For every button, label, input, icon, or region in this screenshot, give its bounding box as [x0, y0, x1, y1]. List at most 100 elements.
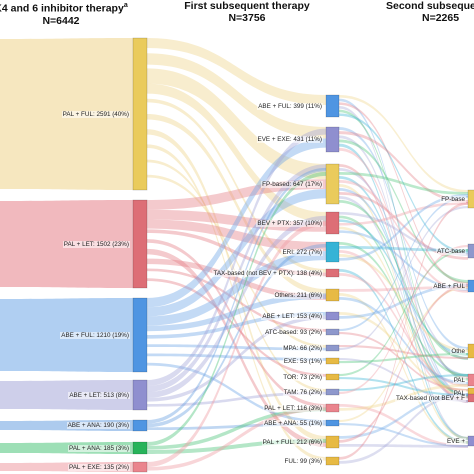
flow-first-line [147, 406, 326, 471]
node-first [325, 328, 340, 336]
node-second-label: TAX-based (not BEV + F [394, 394, 466, 402]
node-first-label: TAX-based (not BEV + PTX): 138 (4%) [212, 269, 323, 277]
flow-second-line [339, 353, 468, 364]
flow-second-line [339, 358, 468, 403]
flow-links [0, 38, 468, 472]
node-initial [132, 297, 148, 373]
flow-first-line [147, 167, 326, 424]
node-second-label: PAL [452, 389, 466, 397]
flow-second-line [339, 345, 468, 360]
column-header-first-title: First subsequent therapy [184, 0, 310, 12]
flow-second-line [339, 249, 468, 377]
column-header-initial: K4 and 6 inhibitor therapya N=6442 [0, 0, 136, 27]
flow-second-line [339, 374, 468, 392]
flow-first-line [147, 239, 326, 408]
node-first-label: EVE + EXE: 431 (11%) [256, 136, 323, 143]
node-first-label: MPA: 66 (2%) [282, 344, 323, 352]
node-first [325, 456, 340, 466]
flow-second-line [339, 393, 468, 439]
flow-first-line [147, 114, 326, 295]
flow-second-line [339, 98, 468, 398]
node-initial-label: ABE + LET: 513 (8%) [68, 391, 130, 399]
node-initial [132, 419, 148, 432]
node-first [325, 403, 340, 413]
node-first-label: PAL + FUL: 212 (6%) [261, 438, 323, 446]
node-second [467, 189, 474, 209]
flow-first-line [147, 188, 326, 317]
flow-second-line [339, 113, 468, 254]
node-initial [132, 379, 148, 411]
flow-first-line [147, 128, 326, 386]
flow-first-line [147, 362, 326, 423]
flow-second-line [339, 242, 468, 377]
flow-second-line [339, 273, 468, 387]
node-first [325, 419, 340, 427]
node-second-label: ATC-base [436, 247, 466, 255]
flow-second-line [339, 139, 468, 283]
flow-first-line [147, 129, 326, 442]
node-bars [132, 37, 474, 473]
node-initial-label: PAL + FUL: 2591 (40%) [61, 110, 130, 118]
flow-second-line [339, 180, 468, 293]
node-first [325, 435, 340, 449]
flow-first-line [147, 138, 326, 308]
node-first [325, 241, 340, 263]
node-first-label: TOR: 73 (2%) [282, 373, 323, 381]
flow-first-line [147, 315, 326, 402]
flow-second-line [339, 176, 468, 398]
flow-first-line [147, 220, 326, 467]
flow-second-line [339, 293, 468, 444]
node-first [325, 163, 340, 205]
flow-second-line [339, 284, 468, 319]
node-first [325, 357, 340, 365]
node-first-label: FP-based: 647 (17%) [261, 180, 323, 188]
flow-second-line [339, 250, 468, 399]
node-second-label: PAL [452, 376, 466, 384]
flow-second-line [339, 254, 468, 352]
node-second [467, 393, 474, 403]
flow-second-line [339, 135, 468, 398]
flow-second-line [339, 109, 468, 381]
flow-second-line [339, 106, 468, 440]
flow-second-line [339, 393, 468, 464]
flow-second-line [339, 196, 468, 403]
flow-first-line [147, 312, 326, 339]
flow-second-line [339, 164, 468, 403]
node-initial-label: PAL + LET: 1502 (23%) [62, 240, 130, 248]
flow-second-line [339, 95, 468, 193]
flow-first-line [147, 258, 326, 300]
flow-second-line [339, 127, 468, 350]
flow-first-line [147, 83, 326, 222]
flow-first-line [147, 171, 326, 446]
flow-second-line [339, 332, 468, 392]
node-initial [132, 199, 148, 289]
node-initial [132, 441, 148, 455]
node-first-label: ABE + LET: 153 (4%) [261, 312, 323, 320]
column-header-second: Second subseque N=2265 [386, 0, 474, 24]
flow-first-line [147, 268, 326, 332]
flow-second-line [339, 297, 468, 385]
flow-first-line [147, 219, 326, 252]
flow-first-line [147, 353, 326, 361]
flow-second-line [339, 172, 468, 195]
flow-second-line [339, 246, 468, 252]
node-first-label: PAL + LET: 116 (3%) [263, 404, 323, 412]
flow-first-line [147, 38, 326, 105]
node-second-label: ABE + FUL [432, 282, 466, 290]
flow-second-line [339, 200, 468, 360]
flow-first-line [147, 278, 326, 377]
flow-first-line [147, 251, 326, 326]
flow-first-line [147, 229, 326, 277]
flow-second-line [339, 215, 468, 397]
node-first [325, 211, 340, 235]
node-initial-label: ABE + FUL: 1210 (19%) [60, 331, 130, 339]
node-first-label: EXE: 53 (1%) [282, 357, 323, 365]
flow-first-line [147, 344, 326, 351]
node-first [325, 311, 340, 321]
incoming-flow [0, 380, 133, 410]
flow-second-line [339, 312, 468, 392]
node-first [325, 388, 340, 396]
flow-second-line [339, 219, 468, 356]
flow-first-line [147, 391, 326, 407]
column-header-initial-title: K4 and 6 inhibitor therapy [0, 2, 124, 15]
